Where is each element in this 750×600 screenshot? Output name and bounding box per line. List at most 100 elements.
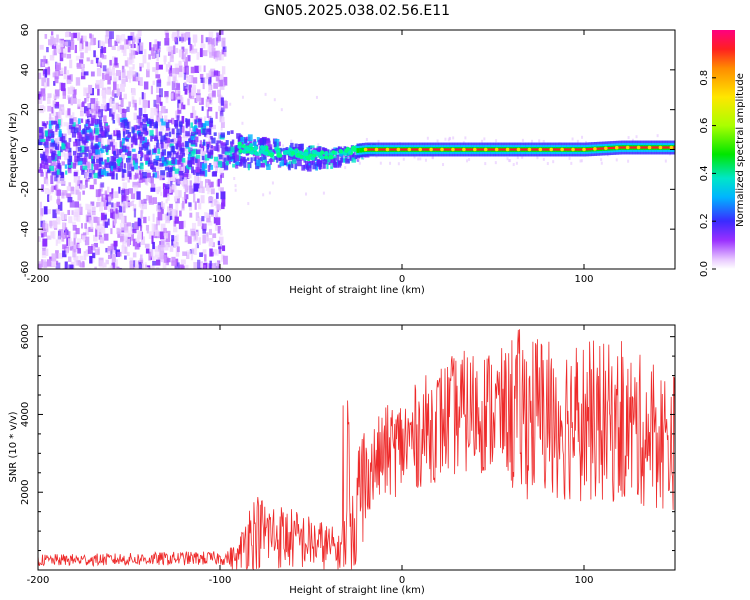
spectrogram-cell xyxy=(171,184,177,190)
spectrogram-cell xyxy=(166,193,170,201)
spectrogram-cell xyxy=(89,153,92,159)
spectrogram-cell xyxy=(119,44,125,50)
spectrogram-cell xyxy=(402,157,405,161)
spectrogram-cell xyxy=(90,34,94,43)
spectrogram-cell xyxy=(146,62,150,71)
spectrogram-cell xyxy=(177,90,181,97)
spectrogram-cell xyxy=(110,228,113,235)
spectrogram-cell xyxy=(99,183,103,192)
spectrogram-cell xyxy=(278,141,281,147)
spectrogram-cell xyxy=(52,209,57,219)
spectrogram-cell xyxy=(132,252,137,258)
spectrogram-cell xyxy=(126,43,130,50)
x-tick-label: 100 xyxy=(574,575,593,586)
spectrogram-cell xyxy=(178,103,182,110)
spectrogram-cell xyxy=(232,152,235,159)
spectrogram-cell xyxy=(62,244,67,250)
spectrogram-cell xyxy=(216,204,222,211)
spectrogram-cell xyxy=(190,156,195,161)
spectrogram-cell xyxy=(131,43,135,50)
spectrogram-cell xyxy=(152,148,157,153)
spectrogram-cell xyxy=(265,138,271,143)
spectrogram-cell xyxy=(179,65,183,72)
spectrogram-cell xyxy=(157,117,161,122)
spectrogram-cell xyxy=(114,191,119,198)
spectrogram-cell xyxy=(44,33,48,39)
spectrogram-cell xyxy=(56,189,62,196)
spectrogram-cell xyxy=(65,39,71,47)
spectrogram-cell xyxy=(165,96,169,104)
spectrogram-cell xyxy=(38,126,44,133)
spectrogram-cell xyxy=(68,164,72,169)
signal-core-dot xyxy=(483,147,488,152)
spectrogram-cell xyxy=(93,50,96,58)
spectrogram-cell xyxy=(107,139,111,148)
x-tick-label: -100 xyxy=(209,575,232,586)
spectrogram-cell xyxy=(89,184,95,190)
spectrogram-cell xyxy=(234,184,237,188)
spectrogram-cell xyxy=(308,160,314,166)
spectrogram-cell xyxy=(64,66,67,75)
spectrogram-cell xyxy=(60,212,65,221)
spectrogram-cell xyxy=(259,138,263,144)
spectrogram-cell xyxy=(172,151,177,155)
spectrogram-cell xyxy=(55,262,61,269)
spectrogram-cell xyxy=(41,61,45,67)
spectrogram-cell xyxy=(220,121,225,128)
spectrogram-cell xyxy=(74,172,77,177)
spectrogram-cell xyxy=(126,222,131,227)
spectrogram-cell xyxy=(192,148,198,155)
spectrogram-cell xyxy=(100,127,104,134)
spectrogram-cell xyxy=(254,154,260,159)
spectrogram-cell xyxy=(108,38,112,47)
spectrogram-cell xyxy=(274,138,280,146)
spectrogram-cell xyxy=(165,122,170,129)
spectrogram-cell xyxy=(211,137,216,144)
spectrogram-cell xyxy=(213,70,219,76)
spectrogram-cell xyxy=(98,157,104,165)
spectrogram-cell xyxy=(175,203,179,211)
spectrogram-cell xyxy=(121,145,127,152)
spectrogram-cell xyxy=(138,135,143,139)
spectrogram-cell xyxy=(101,169,106,175)
spectrogram-cell xyxy=(308,163,311,168)
spectrogram-cell xyxy=(155,170,160,179)
spectrogram-cell xyxy=(211,242,215,248)
x-tick-label: -100 xyxy=(209,274,232,285)
spectrogram-cell xyxy=(165,127,171,131)
spectrogram-cell xyxy=(54,76,59,84)
signal-core-dot xyxy=(505,147,510,152)
spectrogram-cell xyxy=(53,47,57,56)
spectrogram-cell xyxy=(484,162,487,166)
spectrogram-cell xyxy=(140,231,144,240)
spectrogram-cell xyxy=(174,168,180,174)
spectrogram-cell xyxy=(183,66,187,74)
spectrogram-cell xyxy=(84,179,88,188)
spectrogram-cell xyxy=(200,148,203,157)
spectrogram-cell xyxy=(139,170,142,175)
spectrogram-cell xyxy=(156,80,162,87)
spectrogram-cell xyxy=(198,262,204,268)
spectrogram-cell xyxy=(81,136,85,143)
spectrogram-cell xyxy=(95,189,100,198)
spectrogram-peak xyxy=(319,150,325,155)
spectrogram-cell xyxy=(219,30,224,35)
spectrogram-cell xyxy=(98,116,103,122)
spectrogram-cell xyxy=(166,46,171,52)
spectrogram-cell xyxy=(173,236,178,244)
spectrogram-cell xyxy=(130,136,135,143)
spectrogram-cell xyxy=(126,137,132,146)
x-tick-label: -200 xyxy=(27,274,50,285)
spectrogram-cell xyxy=(101,161,105,165)
signal-band xyxy=(361,147,365,153)
spectrogram-cell xyxy=(656,134,659,138)
spectrogram-cell xyxy=(77,98,81,107)
spectrogram-cell xyxy=(233,177,236,181)
spectrogram-cell xyxy=(137,37,141,46)
spectrogram-cell xyxy=(220,118,225,123)
spectrogram-cell xyxy=(134,152,140,159)
spectrogram-cell xyxy=(99,260,105,268)
spectrogram-cell xyxy=(217,225,221,234)
spectrogram-cell xyxy=(84,124,87,129)
spectrogram-cell xyxy=(176,159,182,165)
